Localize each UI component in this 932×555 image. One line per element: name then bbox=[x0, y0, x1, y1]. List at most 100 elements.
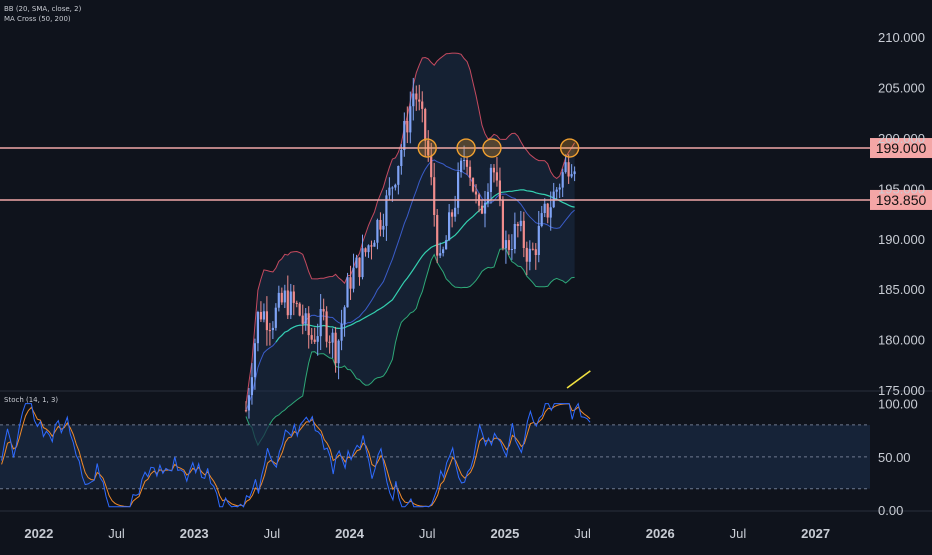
candle-body bbox=[415, 93, 418, 100]
candle-body bbox=[343, 307, 346, 324]
time-axis-tick-label: Jul bbox=[108, 526, 125, 541]
candle-body bbox=[480, 205, 484, 214]
price-axis-tick-label: 175.000 bbox=[878, 383, 925, 398]
candle-body bbox=[382, 225, 385, 230]
candle-body bbox=[540, 213, 543, 226]
touch-marker bbox=[482, 138, 502, 158]
candle-body bbox=[463, 160, 466, 161]
level-price-label: 193.850 bbox=[876, 192, 927, 208]
candle-body bbox=[277, 292, 280, 308]
candle-body bbox=[433, 177, 436, 215]
candle-body bbox=[489, 167, 492, 192]
candle-body bbox=[256, 312, 259, 344]
candle-body bbox=[310, 335, 313, 340]
price-axis-tick-label: 210.000 bbox=[878, 30, 925, 45]
candle-body bbox=[412, 93, 415, 107]
candle-body bbox=[424, 109, 427, 141]
candle-body bbox=[501, 199, 504, 249]
candle-body bbox=[436, 215, 439, 256]
candle-body bbox=[373, 242, 376, 247]
indicator-label-ma-cross[interactable]: MA Cross (50, 200) bbox=[4, 15, 71, 23]
candle-body bbox=[448, 212, 451, 241]
candle-body bbox=[442, 249, 445, 254]
price-axis-tick-label: 180.000 bbox=[878, 333, 925, 348]
indicator-label-bb[interactable]: BB (20, SMA, close, 2) bbox=[4, 5, 82, 13]
grid-layer bbox=[0, 390, 932, 512]
touch-marker bbox=[417, 138, 437, 158]
candle-body bbox=[352, 267, 355, 289]
candle-body bbox=[400, 150, 403, 166]
candle-body bbox=[507, 240, 510, 250]
stoch-axis-tick-label: 50.00 bbox=[878, 450, 911, 465]
candle-body bbox=[504, 240, 507, 249]
time-axis-tick-label: 2024 bbox=[335, 526, 365, 541]
candle-body bbox=[418, 99, 421, 102]
candle-body bbox=[385, 195, 388, 226]
candle-body bbox=[445, 240, 448, 250]
stoch-k-line bbox=[1, 402, 591, 508]
candle-body bbox=[495, 172, 498, 181]
candle-body bbox=[376, 220, 379, 243]
candle-body bbox=[394, 184, 397, 188]
ma200-line bbox=[566, 370, 591, 389]
candle-body bbox=[513, 224, 516, 249]
candle-body bbox=[340, 323, 343, 341]
candle-body bbox=[555, 189, 558, 192]
stoch-axis-tick-label: 0.00 bbox=[878, 503, 903, 518]
price-axis-tick-label: 205.000 bbox=[878, 81, 925, 96]
time-axis-tick-label: 2027 bbox=[801, 526, 830, 541]
time-axis-tick-label: Jul bbox=[419, 526, 436, 541]
candle-body bbox=[337, 340, 340, 364]
candle-body bbox=[498, 180, 501, 200]
price-axis-tick-label: 200.000 bbox=[878, 131, 925, 146]
candle-body bbox=[295, 302, 298, 304]
candle-body bbox=[409, 106, 412, 133]
candle-body bbox=[558, 187, 561, 190]
stochastic-pane bbox=[0, 402, 870, 508]
candle-body bbox=[468, 166, 472, 178]
bb-lower-line bbox=[245, 248, 575, 447]
candle-body bbox=[406, 121, 409, 133]
time-axis-tick-label: Jul bbox=[730, 526, 747, 541]
candle-body bbox=[322, 309, 325, 312]
candle-body bbox=[528, 248, 531, 262]
candle-body bbox=[525, 247, 528, 262]
candle-body bbox=[253, 343, 256, 378]
candle-body bbox=[519, 220, 522, 226]
candle-body bbox=[307, 313, 310, 336]
time-axis-tick-label: 2025 bbox=[490, 526, 519, 541]
level-price-label: 199.000 bbox=[876, 140, 927, 156]
candle-body bbox=[483, 202, 487, 214]
candle-body bbox=[471, 177, 475, 192]
stoch-axis-tick-label: 100.00 bbox=[878, 397, 918, 412]
candle-body bbox=[259, 312, 262, 320]
time-axis-tick-label: Jul bbox=[574, 526, 591, 541]
candle-body bbox=[283, 290, 286, 303]
candle-body bbox=[298, 303, 301, 316]
candle-body bbox=[516, 224, 519, 226]
candle-body bbox=[316, 336, 319, 342]
candle-body bbox=[244, 410, 248, 412]
candle-body bbox=[549, 207, 552, 218]
candle-body bbox=[570, 174, 573, 177]
indicator-label-stoch[interactable]: Stoch (14, 1, 3) bbox=[4, 396, 59, 404]
candle-body bbox=[457, 172, 460, 208]
candle-body bbox=[370, 245, 373, 247]
time-axis-tick-label: 2023 bbox=[180, 526, 209, 541]
candle-body bbox=[397, 166, 400, 185]
level-price-tag bbox=[870, 189, 932, 210]
price-axis-tick-label: 185.000 bbox=[878, 282, 925, 297]
candle-body bbox=[510, 249, 513, 250]
candle-body bbox=[289, 291, 292, 316]
candle-body bbox=[319, 309, 322, 337]
candle-body bbox=[349, 277, 352, 289]
candle-body bbox=[454, 207, 457, 217]
candle-body bbox=[355, 257, 358, 268]
candle-body bbox=[265, 311, 268, 331]
candle-body bbox=[403, 121, 406, 150]
candle-body bbox=[430, 155, 433, 178]
touch-marker bbox=[456, 138, 476, 158]
candle-body bbox=[361, 248, 364, 278]
candle-body bbox=[358, 257, 361, 278]
